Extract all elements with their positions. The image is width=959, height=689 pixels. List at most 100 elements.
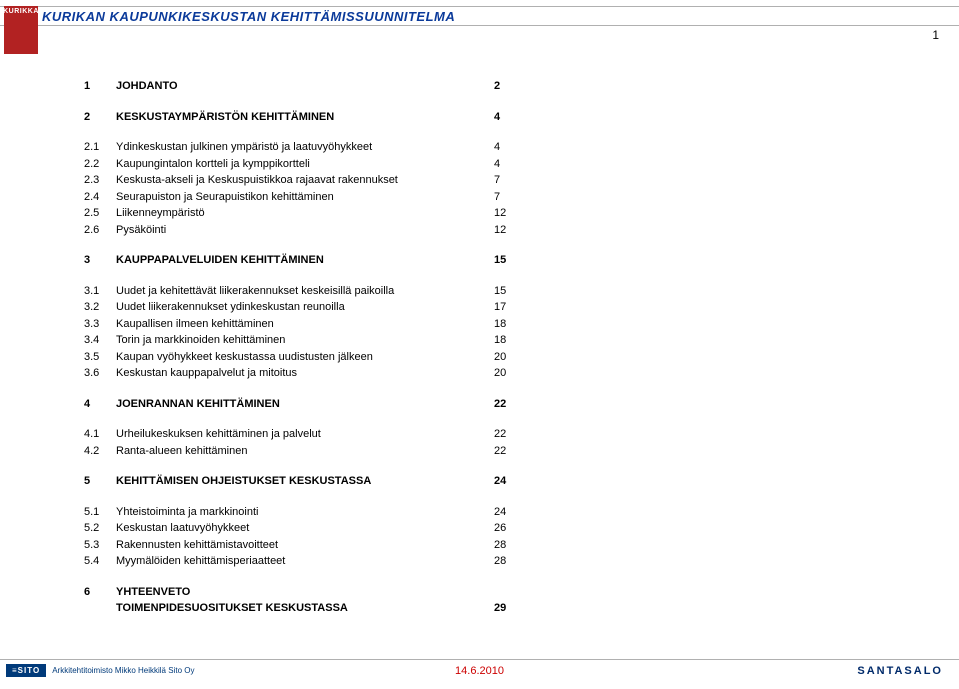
sito-logo: ≡SITO (6, 664, 46, 677)
toc-number: 5.1 (84, 504, 116, 521)
toc-number: 5.4 (84, 553, 116, 570)
toc-number: 2.1 (84, 139, 116, 156)
toc-row: 3.4Torin ja markkinoiden kehittäminen 18 (84, 332, 524, 349)
toc-label: Ranta-alueen kehittäminen (116, 443, 484, 460)
footer-brand: SANTASALO (857, 665, 943, 677)
toc-row: 3.1Uudet ja kehitettävät liikerakennukse… (84, 283, 524, 300)
toc-number: 1 (84, 78, 116, 95)
toc-number: 3.1 (84, 283, 116, 300)
toc-row: 2.4Seurapuiston ja Seurapuistikon kehitt… (84, 189, 524, 206)
toc-spacer (84, 95, 524, 109)
page-number: 1 (932, 28, 939, 42)
toc-page: 29 (494, 600, 524, 617)
toc-page: 15 (494, 283, 524, 300)
toc-row: 5.4Myymälöiden kehittämisperiaatteet28 (84, 553, 524, 570)
toc-number: 3 (84, 252, 116, 269)
toc-label: Keskustan kauppapalvelut ja mitoitus (116, 365, 484, 382)
toc-label: Ydinkeskustan julkinen ympäristö ja laat… (116, 139, 484, 156)
toc-row: 3.3Kaupallisen ilmeen kehittäminen 18 (84, 316, 524, 333)
toc-number: 3.6 (84, 365, 116, 382)
toc-page: 22 (494, 443, 524, 460)
toc-number: 5 (84, 473, 116, 490)
architect-text: Arkkitehtitoimisto Mikko Heikkilä Sito O… (52, 666, 194, 675)
toc-page: 17 (494, 299, 524, 316)
toc-page: 12 (494, 205, 524, 222)
toc-number: 2.5 (84, 205, 116, 222)
toc-page: 7 (494, 172, 524, 189)
footer-left: ≡SITO Arkkitehtitoimisto Mikko Heikkilä … (6, 664, 857, 677)
toc-row: 2.1Ydinkeskustan julkinen ympäristö ja l… (84, 139, 524, 156)
toc-number: 6 (84, 584, 116, 601)
toc-number: 2 (84, 109, 116, 126)
toc-page: 26 (494, 520, 524, 537)
toc-row: 3.2Uudet liikerakennukset ydinkeskustan … (84, 299, 524, 316)
toc-number: 5.2 (84, 520, 116, 537)
toc-row: 3.6Keskustan kauppapalvelut ja mitoitus 2… (84, 365, 524, 382)
toc-number: 3.5 (84, 349, 116, 366)
toc-label: Liikenneympäristö (116, 205, 484, 222)
toc-row: 2.2Kaupungintalon kortteli ja kymppikort… (84, 156, 524, 173)
toc-row: 4JOENRANNAN KEHITTÄMINEN22 (84, 396, 524, 413)
toc-page: 18 (494, 332, 524, 349)
toc-number: 3.3 (84, 316, 116, 333)
toc-page: 18 (494, 316, 524, 333)
toc-number: 2.2 (84, 156, 116, 173)
toc-label: Kaupan vyöhykkeet keskustassa uudistuste… (116, 349, 484, 366)
toc-page: 24 (494, 504, 524, 521)
footer-bar: ≡SITO Arkkitehtitoimisto Mikko Heikkilä … (0, 659, 959, 681)
toc-spacer (84, 490, 524, 504)
toc-spacer (84, 459, 524, 473)
toc-spacer (84, 382, 524, 396)
toc-label: JOHDANTO (116, 78, 484, 95)
toc-label: Uudet liikerakennukset ydinkeskustan reu… (116, 299, 484, 316)
toc-label: Uudet ja kehitettävät liikerakennukset k… (116, 283, 484, 300)
toc-page: 22 (494, 396, 524, 413)
toc-spacer (84, 570, 524, 584)
toc-spacer (84, 412, 524, 426)
toc-row: 3.5Kaupan vyöhykkeet keskustassa uudistu… (84, 349, 524, 366)
toc-label: Torin ja markkinoiden kehittäminen (116, 332, 484, 349)
toc-label: KESKUSTAYMPÄRISTÖN KEHITTÄMINEN (116, 109, 484, 126)
toc-page: 20 (494, 365, 524, 382)
toc-number: 4 (84, 396, 116, 413)
toc-label: Pysäköinti (116, 222, 484, 239)
toc-page: 20 (494, 349, 524, 366)
toc-row: 2.5Liikenneympäristö 12 (84, 205, 524, 222)
toc-row: 3KAUPPAPALVELUIDEN KEHITTÄMINEN 15 (84, 252, 524, 269)
toc-label: Rakennusten kehittämistavoitteet (116, 537, 484, 554)
toc-label: TOIMENPIDESUOSITUKSET KESKUSTASSA (116, 600, 484, 617)
toc-row: 6YHTEENVETO (84, 584, 524, 601)
toc-label: KAUPPAPALVELUIDEN KEHITTÄMINEN (116, 252, 484, 269)
toc-page: 7 (494, 189, 524, 206)
toc-row: 5KEHITTÄMISEN OHJEISTUKSET KESKUSTASSA24 (84, 473, 524, 490)
toc-label: Myymälöiden kehittämisperiaatteet (116, 553, 484, 570)
toc-label: Kaupungintalon kortteli ja kymppikorttel… (116, 156, 484, 173)
toc-number: 2.6 (84, 222, 116, 239)
toc-row: 2.6Pysäköinti 12 (84, 222, 524, 239)
toc-page: 15 (494, 252, 524, 269)
toc-number: 3.4 (84, 332, 116, 349)
toc-spacer (84, 269, 524, 283)
toc-number: 5.3 (84, 537, 116, 554)
toc-page: 24 (494, 473, 524, 490)
toc-page: 22 (494, 426, 524, 443)
toc-row: 5.1Yhteistoiminta ja markkinointi24 (84, 504, 524, 521)
kurikka-logo: KURIKKA (4, 6, 38, 54)
toc-number: 2.4 (84, 189, 116, 206)
toc-label: Kaupallisen ilmeen kehittäminen (116, 316, 484, 333)
document-title: KURIKAN KAUPUNKIKESKUSTAN KEHITTÄMISSUUN… (42, 9, 455, 24)
toc-label: Urheilukeskuksen kehittäminen ja palvelu… (116, 426, 484, 443)
toc-row: 1JOHDANTO2 (84, 78, 524, 95)
toc-label: Keskusta-akseli ja Keskuspuistikkoa raja… (116, 172, 484, 189)
toc-row: 5.2Keskustan laatuvyöhykkeet 26 (84, 520, 524, 537)
toc-page: 4 (494, 109, 524, 126)
toc-row: 2KESKUSTAYMPÄRISTÖN KEHITTÄMINEN 4 (84, 109, 524, 126)
toc-row: 4.1Urheilukeskuksen kehittäminen ja palv… (84, 426, 524, 443)
toc-number (84, 600, 116, 617)
toc-row: 4.2Ranta-alueen kehittäminen22 (84, 443, 524, 460)
header-bar: KURIKAN KAUPUNKIKESKUSTAN KEHITTÄMISSUUN… (0, 6, 959, 26)
toc-page: 12 (494, 222, 524, 239)
toc-label: Keskustan laatuvyöhykkeet (116, 520, 484, 537)
logo-text: KURIKKA (3, 8, 39, 15)
toc-number: 3.2 (84, 299, 116, 316)
